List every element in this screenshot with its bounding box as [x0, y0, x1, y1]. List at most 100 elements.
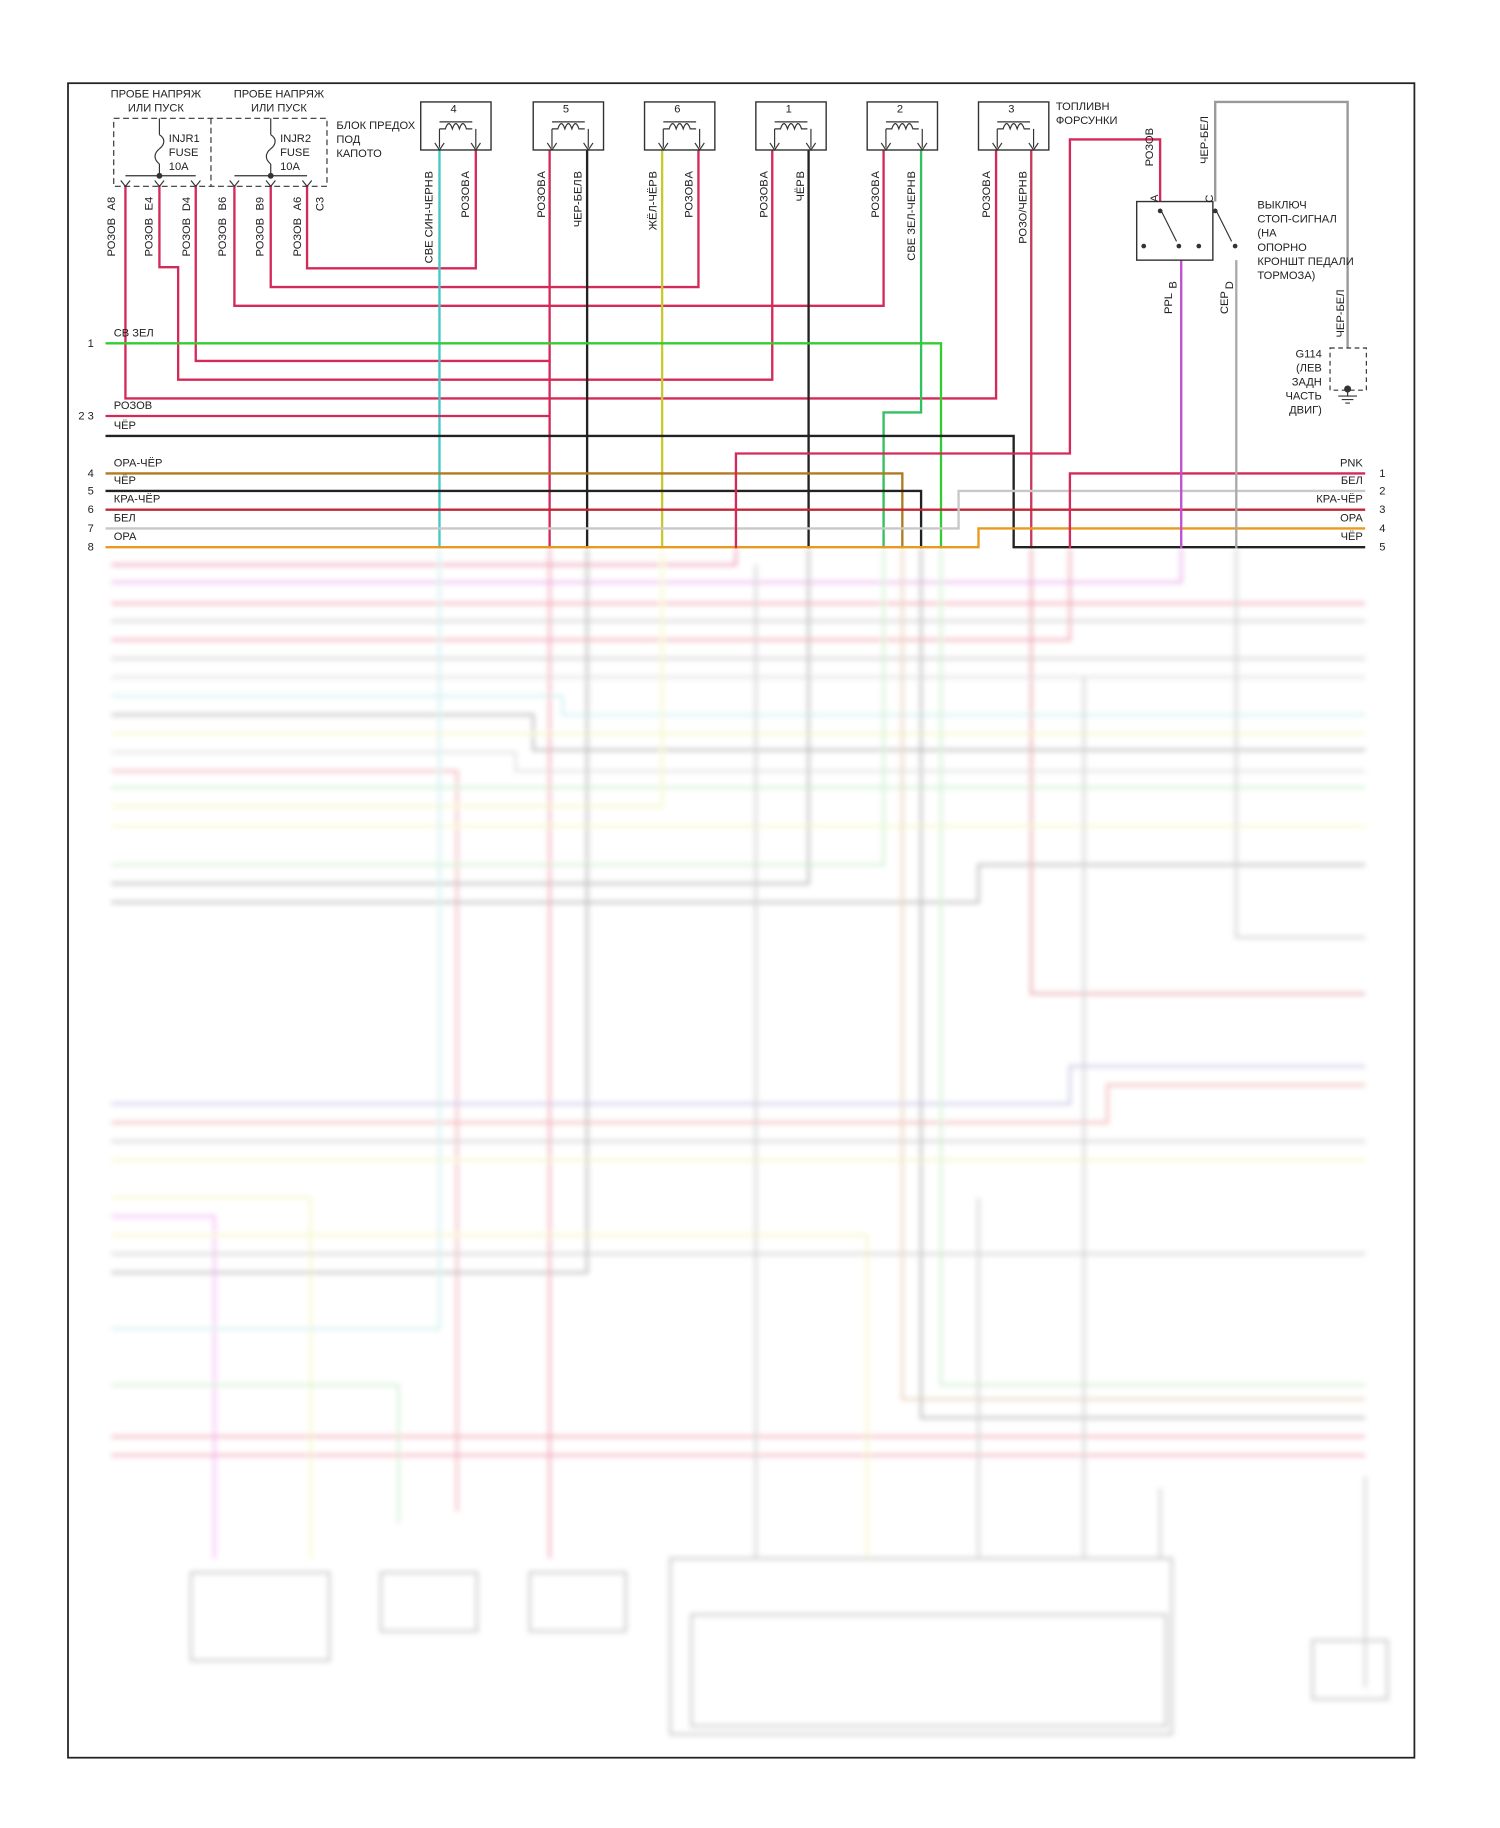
wire-label: БЕЛ	[114, 512, 136, 524]
injector	[532, 101, 605, 151]
pin-label: C	[1204, 195, 1216, 203]
injector-coil	[996, 121, 1035, 148]
pin-label: B	[1018, 171, 1030, 178]
wire-label: ЖЁЛ-ЧЁР	[647, 179, 659, 230]
wire-label: РОЗОВ	[106, 218, 118, 257]
injector-coil	[885, 121, 923, 148]
wire-label: ЧЁР	[795, 179, 807, 201]
wire-label: РОЗОВ	[981, 179, 993, 218]
brake-switch	[1135, 200, 1238, 261]
wire-label: PPL	[1163, 293, 1175, 314]
wire-label: ОРА-ЧЁР	[114, 457, 163, 469]
injector-pins	[434, 142, 481, 152]
wire-label: РОЗОВ	[1144, 128, 1156, 167]
injector-coil	[438, 121, 477, 148]
pin-label: A	[684, 171, 696, 179]
switch-label: ОПОРНО	[1257, 242, 1307, 254]
pin-label: D	[1224, 281, 1236, 289]
wire-label: КРА-ЧЁР	[114, 494, 161, 506]
injector-number: 5	[563, 103, 569, 115]
pin-label: B	[647, 171, 659, 178]
pin-label: B	[572, 171, 584, 178]
pin-label: A	[759, 171, 771, 179]
pin-label: 2 3	[78, 411, 93, 423]
wire-label: РОЗОВ	[460, 179, 472, 218]
injector	[643, 101, 716, 151]
injector-pins	[658, 142, 705, 152]
injector	[866, 101, 939, 151]
fuse-supply-label: ИЛИ ПУСК	[251, 102, 307, 114]
switch-label: ТОРМОЗА)	[1257, 270, 1315, 282]
pin-label: 5	[88, 485, 94, 497]
wire-label: ЧЕР-БЕЛ	[1335, 289, 1347, 337]
wire-label: ЧЁР	[114, 420, 136, 432]
injector-coil	[551, 121, 589, 148]
pin-label: B	[1168, 281, 1180, 288]
pin-label: A	[1149, 194, 1161, 202]
pin-label: B6	[217, 197, 229, 211]
wire-label: РОЗОВ	[114, 400, 152, 412]
wire-label: РОЗОВ	[143, 218, 155, 256]
wire-label: ЧЕР-БЕЛ	[1199, 116, 1211, 164]
wire-label: PNK	[1340, 457, 1363, 469]
wire-label: РОЗОВ	[181, 218, 193, 256]
wire-label: ОРА	[114, 531, 137, 543]
injector-pins	[880, 142, 928, 152]
injector	[977, 101, 1050, 151]
pin-label: A8	[106, 197, 118, 211]
injector	[755, 101, 827, 151]
wire-label: СВЕ ЗЕЛ-ЧЕРН	[906, 179, 918, 260]
wire-label: СВ ЗЕЛ	[114, 327, 154, 339]
injector-number: 1	[786, 103, 792, 115]
pin-label: 1	[1379, 468, 1385, 480]
pin-label: E4	[143, 197, 155, 211]
pin-label: D4	[181, 197, 193, 211]
injectors-label: ФОРСУНКИ	[1056, 115, 1118, 127]
wire-label: РОЗОВ	[217, 218, 229, 257]
switch-label: ВЫКЛЮЧ	[1257, 200, 1306, 212]
wire-label: ЧЕР-БЕЛ	[572, 179, 584, 227]
injector-number: 6	[674, 103, 680, 115]
wire-label: РОЗОВ	[536, 179, 548, 218]
pin-label: A	[981, 171, 993, 179]
pin-label: 3	[1379, 504, 1385, 516]
switch-label: (НА	[1257, 228, 1277, 240]
injector-number: 2	[897, 103, 903, 115]
blurred-section	[111, 548, 1389, 1736]
pin-label: A	[536, 171, 548, 179]
pin-label: A	[870, 171, 882, 179]
pin-label: 4	[1379, 523, 1385, 535]
injector-coil	[774, 121, 812, 148]
injector-number: 4	[450, 103, 456, 115]
wire-label: РОЗОВ	[292, 218, 304, 257]
injector-coil	[662, 121, 701, 148]
ground-label: ЧАСТЬ	[1285, 391, 1321, 403]
ground-label: ДВИГ)	[1289, 405, 1322, 417]
pin-label: C3	[314, 197, 326, 211]
fuse-supply-label: ПРОБЕ НАПРЯЖ	[111, 88, 202, 100]
fuse-block	[113, 117, 328, 188]
fuse-block-label: КАПОТО	[336, 148, 382, 160]
pin-label: B	[906, 171, 918, 178]
wire-label: БЕЛ	[1341, 475, 1363, 487]
fuse-name: INJR1	[169, 133, 200, 145]
wire-label: ЧЁР	[114, 475, 136, 487]
injector-pins	[769, 142, 817, 152]
wire-label: РОЗОВ	[684, 179, 696, 218]
pin-label: A6	[292, 197, 304, 211]
pin-label: 6	[88, 504, 94, 516]
pin-label: B	[423, 171, 435, 178]
fuse-supply-label: ПРОБЕ НАПРЯЖ	[234, 88, 325, 100]
pin-label: 8	[88, 542, 94, 554]
injector-number: 3	[1008, 103, 1014, 115]
ground-label: G114	[1295, 348, 1321, 360]
wire-label: РОЗОВ	[870, 179, 882, 218]
fuse-block-label: БЛОК ПРЕДОХ	[336, 120, 415, 132]
switch-label: КРОНШТ ПЕДАЛИ	[1257, 256, 1353, 268]
fuse-name: INJR2	[280, 133, 311, 145]
injectors	[420, 101, 1050, 152]
fuse-supply-label: ИЛИ ПУСК	[128, 102, 184, 114]
ground	[1329, 347, 1367, 404]
wires	[105, 100, 1366, 549]
